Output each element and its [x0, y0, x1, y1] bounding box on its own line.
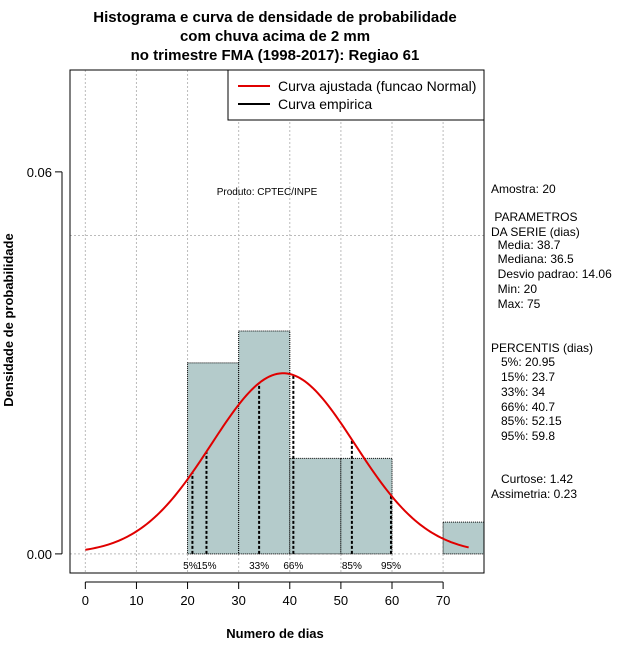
product-annotation: Produto: CPTEC/INPE: [217, 187, 318, 198]
stats-line-1: PARAMETROS: [491, 210, 577, 224]
x-tick-label-2: 20: [180, 593, 194, 608]
y-axis-label: Densidade de probabilidade: [1, 233, 16, 406]
x-tick-label-3: 30: [231, 593, 245, 608]
chart-title-line-2: com chuva acima de 2 mm: [180, 28, 370, 45]
x-tick-label-1: 10: [129, 593, 143, 608]
x-tick-label-4: 40: [283, 593, 297, 608]
percentile-layer: 5%15% 33% 66% 85% 95%: [183, 375, 401, 572]
stats-line-16: Assimetria: 0.23: [491, 487, 577, 501]
histogram-bar-0: [187, 362, 240, 555]
histogram-bar-5: [442, 521, 485, 555]
stats-line-13: 85%: 52.15: [491, 414, 562, 428]
chart-title-line-3: no trimestre FMA (1998-2017): Regiao 61: [131, 47, 420, 64]
percentile-label-3: 66%: [283, 561, 303, 572]
stats-line-0: Amostra: 20: [491, 182, 556, 196]
stats-line-15: Curtose: 1.42: [491, 472, 573, 486]
legend-label-fitted: Curva ajustada (funcao Normal): [278, 78, 476, 94]
percentile-label-1: 15%: [196, 561, 216, 572]
legend-label-empirical: Curva empirica: [278, 96, 372, 112]
y-axis: 0.00 0.06: [27, 165, 63, 562]
histogram-bar-2: [289, 457, 342, 555]
stats-line-4: Mediana: 36.5: [491, 252, 574, 266]
grid-layer: [70, 70, 484, 573]
histogram-bar-1: [238, 330, 291, 555]
stats-line-7: Max: 75: [491, 297, 541, 311]
stats-line-3: Media: 38.7: [491, 238, 561, 252]
stats-line-12: 66%: 40.7: [491, 400, 555, 414]
percentile-label-0: 5%: [183, 561, 198, 572]
stats-line-8: PERCENTIS (dias): [491, 341, 593, 355]
y-tick-label-0: 0.00: [27, 547, 52, 562]
stats-line-11: 33%: 34: [491, 385, 545, 399]
legend: Curva ajustada (funcao Normal) Curva emp…: [227, 69, 485, 121]
normal-curve-line: [85, 372, 469, 551]
x-tick-label-0: 0: [82, 593, 89, 608]
percentile-label-4: 85%: [342, 561, 362, 572]
stats-line-5: Desvio padrao: 14.06: [491, 267, 612, 281]
x-axis: 0 10 20 30 40 50 60 70: [82, 581, 450, 608]
histogram-bar-3: [340, 457, 393, 555]
stats-line-10: 15%: 23.7: [491, 370, 555, 384]
x-tick-label-6: 60: [385, 593, 399, 608]
stats-line-14: 95%: 59.8: [491, 429, 555, 443]
percentile-label-2: 33%: [249, 561, 269, 572]
y-tick-label-1: 0.06: [27, 165, 52, 180]
stats-line-2: DA SERIE (dias): [491, 225, 580, 239]
x-axis-label: Numero de dias: [226, 626, 324, 641]
percentile-label-5: 95%: [381, 561, 401, 572]
stats-line-9: 5%: 20.95: [491, 355, 555, 369]
legend-box: [227, 69, 485, 121]
x-tick-label-7: 70: [436, 593, 450, 608]
stats-line-6: Min: 20: [491, 282, 537, 296]
bars-layer: [187, 330, 485, 555]
x-tick-label-5: 50: [334, 593, 348, 608]
chart-title-line-1: Histograma e curva de densidade de proba…: [93, 9, 456, 26]
